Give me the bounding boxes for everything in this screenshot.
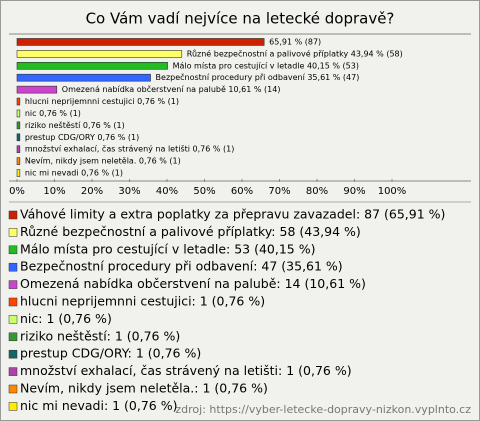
legend-label: prestup CDG/ORY: 1 (0,76 %)	[20, 346, 201, 361]
legend-swatch	[8, 315, 18, 324]
legend-swatch	[8, 367, 18, 376]
legend-swatch	[8, 332, 18, 342]
bar	[16, 73, 151, 82]
value-label: hlucni neprijemnni cestujici 0,76 % (1)	[25, 97, 179, 106]
legend-swatch	[8, 210, 18, 220]
value-label: Bezpečnostní procedury při odbavení 35,6…	[156, 72, 360, 82]
legend-swatch	[8, 280, 18, 289]
value-label: Málo místa pro cestující v letadle 40,15…	[173, 61, 359, 70]
legend-label: Bezpečnostní procedury při odbavení: 47 …	[20, 259, 343, 274]
value-label: riziko neštěstí 0,76 % (1)	[25, 120, 125, 130]
bar	[16, 61, 168, 70]
legend-label: Omezená nabídka občerstvení na palubě: 1…	[20, 276, 366, 291]
bar	[16, 133, 21, 142]
bar	[16, 97, 21, 106]
value-label: prestup CDG/ORY 0,76 % (1)	[25, 133, 139, 142]
legend-swatch	[8, 228, 18, 237]
x-tick-label: 50%	[193, 186, 215, 197]
x-tick-label: 30%	[118, 186, 140, 197]
legend-swatch	[8, 297, 18, 307]
bar	[16, 85, 58, 94]
legend-label: Málo místa pro cestující v letadle: 53 (…	[20, 241, 315, 256]
value-label: Různé bezpečnostní a palivové příplatky …	[187, 48, 403, 58]
x-tick-label: 20%	[81, 186, 103, 197]
bar	[16, 169, 21, 177]
value-label: 65,91 % (87)	[269, 37, 321, 46]
legend-swatch	[8, 245, 18, 255]
legend-label: nic: 1 (0,76 %)	[20, 311, 112, 326]
value-label: Nevím, nikdy jsem neletěla. 0,76 % (1)	[25, 157, 181, 166]
x-tick-label: 0%	[9, 186, 25, 197]
bar	[16, 145, 21, 154]
legend-swatch	[8, 402, 18, 411]
legend-label: hlucni neprijemnni cestujici: 1 (0,76 %)	[20, 294, 265, 309]
bar	[16, 109, 21, 118]
value-label: nic 0,76 % (1)	[25, 109, 81, 118]
legend-label: nic mi nevadi: 1 (0,76 %)	[20, 398, 178, 413]
x-tick-label: 70%	[268, 186, 290, 197]
legend-swatch	[8, 262, 18, 272]
x-tick-label: 10%	[43, 186, 65, 197]
value-label: Omezená nabídka občerstvení na palubě 10…	[62, 84, 281, 94]
source: zdroj: https://vyber-letecke-dopravy-niz…	[175, 403, 471, 416]
legend-swatch	[8, 349, 18, 359]
x-tick-label: 90%	[343, 186, 365, 197]
value-label: nic mi nevadi 0,76 % (1)	[25, 169, 123, 178]
bar	[16, 157, 21, 165]
legend-label: riziko neštěstí: 1 (0,76 %)	[20, 328, 180, 343]
x-tick-label: 80%	[306, 186, 328, 197]
legend-label: Různé bezpečnostní a palivové příplatky:…	[20, 224, 361, 239]
value-label: množství exhalací, čas strávený na letiš…	[25, 144, 235, 154]
bar	[16, 121, 21, 130]
x-tick-label: 40%	[156, 186, 178, 197]
legend-label: Nevím, nikdy jsem neletěla.: 1 (0,76 %)	[20, 381, 268, 396]
legend-label: množství exhalací, čas strávený na letiš…	[20, 363, 352, 378]
bar	[16, 38, 265, 46]
bar	[16, 50, 183, 58]
chart-title: Co Vám vadí nejvíce na letecké dopravě?	[86, 10, 395, 28]
x-tick-label: 100%	[378, 186, 407, 197]
x-tick-label: 60%	[231, 186, 253, 197]
legend-label: Váhové limity a extra poplatky za přepra…	[20, 207, 445, 222]
legend-swatch	[8, 384, 18, 394]
